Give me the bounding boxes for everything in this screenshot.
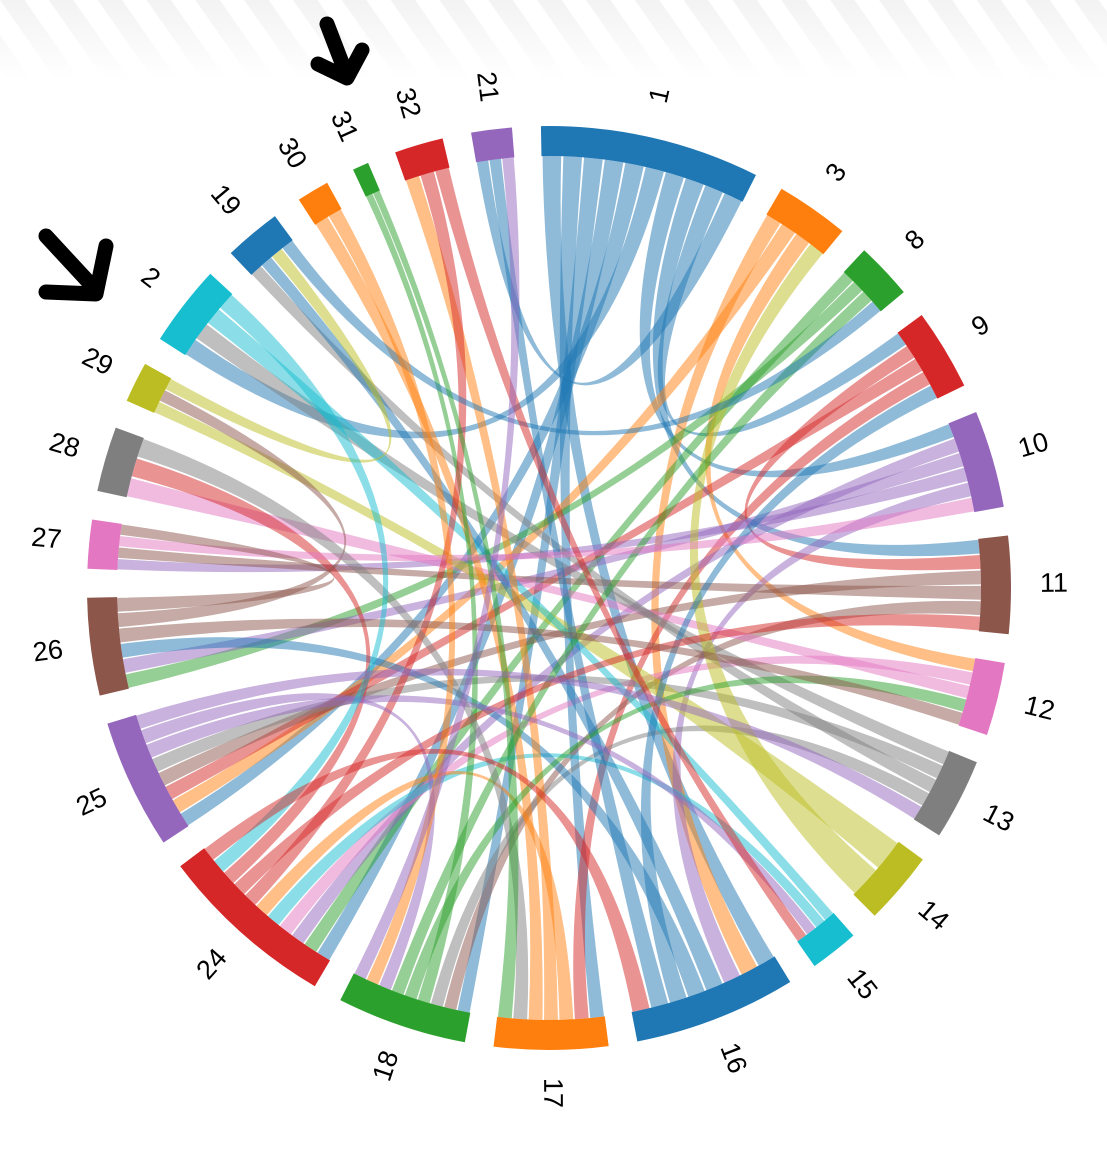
chord xyxy=(196,324,949,765)
chord xyxy=(165,358,923,800)
chord xyxy=(652,178,980,557)
chord xyxy=(117,390,347,628)
group-arc xyxy=(766,188,843,255)
group-arc xyxy=(471,127,515,163)
chord xyxy=(245,171,467,905)
arrow xyxy=(310,16,370,86)
chord xyxy=(119,497,975,561)
group-label: 13 xyxy=(979,797,1019,837)
group-arc xyxy=(97,427,144,498)
chord xyxy=(267,753,825,928)
chord xyxy=(657,185,906,437)
arrow xyxy=(38,228,114,302)
group-label: 10 xyxy=(1015,426,1052,463)
group-arc xyxy=(107,714,189,843)
chord xyxy=(165,248,392,463)
group-arc xyxy=(540,126,756,202)
group-arc xyxy=(843,250,904,312)
group-label: 17 xyxy=(538,1078,568,1108)
chord xyxy=(118,547,982,600)
group-arc xyxy=(353,162,380,197)
chord xyxy=(689,244,876,894)
group-arc xyxy=(87,597,129,696)
group-label: 9 xyxy=(966,309,994,342)
group-label: 27 xyxy=(30,522,63,555)
chord xyxy=(639,172,954,478)
group-arc xyxy=(631,956,791,1042)
chord xyxy=(117,524,335,612)
group-label: 30 xyxy=(272,132,313,173)
background-fade xyxy=(0,0,1107,80)
group-arc xyxy=(493,1016,609,1050)
chord xyxy=(214,294,389,872)
chord xyxy=(304,272,853,952)
group-label: 12 xyxy=(1021,690,1057,726)
group-label: 25 xyxy=(71,782,111,822)
group-arc xyxy=(159,273,233,356)
group-arc xyxy=(230,216,293,275)
group-label: 29 xyxy=(78,341,118,381)
group-arc xyxy=(978,535,1012,635)
group-label: 24 xyxy=(190,943,232,985)
group-arc xyxy=(340,973,471,1043)
group-arc xyxy=(298,182,342,225)
chord xyxy=(282,240,881,436)
group-label: 8 xyxy=(899,224,931,256)
chord xyxy=(126,478,970,699)
group-label: 26 xyxy=(31,634,65,668)
chord xyxy=(122,453,964,673)
group-arc xyxy=(797,912,854,967)
chord xyxy=(651,215,781,975)
group-arc xyxy=(853,841,923,916)
group-label: 16 xyxy=(714,1039,753,1078)
group-arc xyxy=(180,848,331,987)
group-label: 15 xyxy=(841,963,883,1005)
group-label: 14 xyxy=(913,894,955,936)
group-arc xyxy=(897,314,965,399)
chord xyxy=(261,257,723,991)
chord xyxy=(207,309,834,921)
group-label: 28 xyxy=(46,427,83,464)
group-arc xyxy=(913,750,977,836)
chord xyxy=(256,770,574,1020)
group-label: 2 xyxy=(136,261,166,294)
group-arc xyxy=(87,519,122,570)
chord xyxy=(141,693,435,990)
annotation-arrows xyxy=(38,16,370,302)
group-arc xyxy=(126,363,172,413)
arcs xyxy=(87,126,1012,1050)
chord xyxy=(118,618,963,725)
group-label: 11 xyxy=(1040,568,1068,598)
group-label: 31 xyxy=(325,106,365,146)
group-label: 1 xyxy=(643,84,676,105)
chords xyxy=(117,156,982,1020)
group-label: 32 xyxy=(390,84,427,121)
group-label: 19 xyxy=(205,179,247,221)
chord xyxy=(744,345,981,571)
group-arc xyxy=(395,138,450,181)
group-arc xyxy=(958,658,1005,736)
group-label: 18 xyxy=(366,1047,404,1085)
chord xyxy=(476,160,742,386)
group-arc xyxy=(948,411,1004,513)
group-label: 21 xyxy=(471,70,505,104)
chord xyxy=(489,158,669,1008)
group-label: 3 xyxy=(819,158,852,187)
